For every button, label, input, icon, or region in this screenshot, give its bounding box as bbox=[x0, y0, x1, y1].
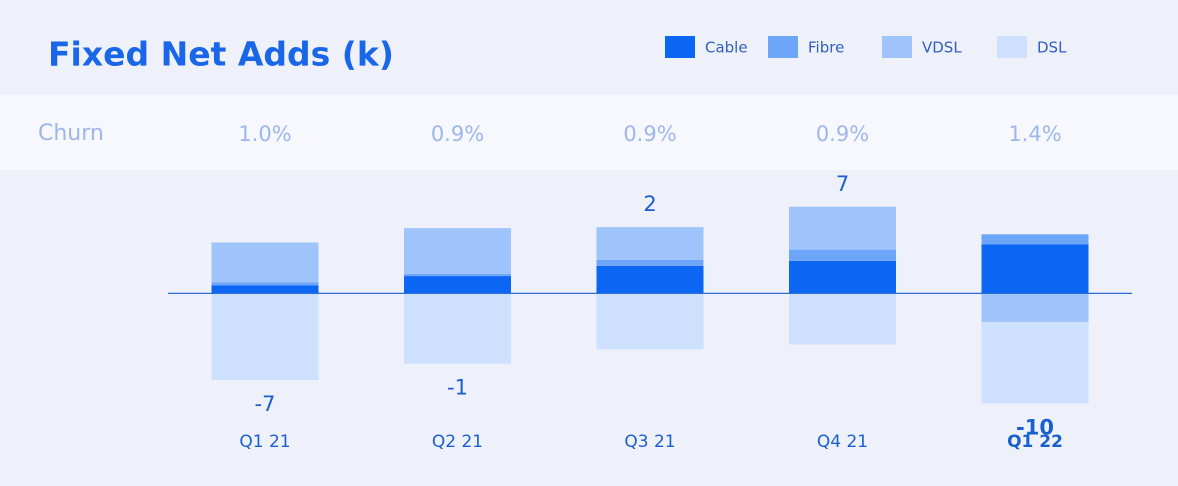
bar-segment bbox=[404, 274, 511, 277]
legend-swatch bbox=[882, 36, 912, 58]
bar-segment bbox=[404, 228, 511, 275]
bar-segment bbox=[789, 249, 896, 261]
x-tick-label: Q1 21 bbox=[239, 432, 290, 452]
bar-segment bbox=[211, 242, 319, 283]
bar-segment bbox=[789, 260, 896, 294]
bar-segment bbox=[789, 293, 896, 345]
total-label: -10 bbox=[1016, 415, 1054, 439]
bar-segment bbox=[211, 293, 319, 381]
bar-segment bbox=[404, 293, 511, 364]
legend-label: VDSL bbox=[922, 39, 962, 57]
x-tick-label: Q3 21 bbox=[624, 432, 675, 452]
bar-segment bbox=[211, 282, 319, 286]
bar-segment bbox=[981, 244, 1089, 294]
total-label: 7 bbox=[836, 172, 849, 196]
bar-segment bbox=[789, 206, 896, 250]
churn-value: 0.9% bbox=[623, 122, 676, 146]
total-label: -7 bbox=[255, 392, 276, 416]
chart-title: Fixed Net Adds (k) bbox=[48, 35, 394, 74]
bar-segment bbox=[404, 276, 511, 294]
legend-swatch bbox=[665, 36, 695, 58]
total-label: -1 bbox=[447, 376, 468, 400]
bar-segment bbox=[596, 293, 704, 350]
bar-segment bbox=[981, 234, 1089, 245]
churn-value: 0.9% bbox=[816, 122, 869, 146]
bar-segment bbox=[596, 265, 704, 294]
bar-segment bbox=[981, 293, 1089, 322]
x-tick-label: Q1 22 bbox=[1007, 432, 1063, 452]
churn-label: Churn bbox=[38, 121, 104, 146]
legend-label: DSL bbox=[1037, 39, 1067, 57]
churn-band bbox=[0, 95, 1178, 170]
bar-segment bbox=[211, 285, 319, 294]
legend-swatch bbox=[997, 36, 1027, 58]
x-tick-label: Q2 21 bbox=[432, 432, 483, 452]
legend-swatch bbox=[768, 36, 798, 58]
legend-label: Fibre bbox=[808, 39, 844, 57]
churn-value: 0.9% bbox=[431, 122, 484, 146]
bar-segment bbox=[596, 227, 704, 260]
churn-value: 1.0% bbox=[238, 122, 291, 146]
bar-segment bbox=[981, 321, 1089, 404]
legend-label: Cable bbox=[705, 39, 748, 57]
bar-segment bbox=[596, 259, 704, 266]
churn-value: 1.4% bbox=[1008, 122, 1061, 146]
x-tick-label: Q4 21 bbox=[817, 432, 868, 452]
total-label: 2 bbox=[643, 192, 656, 216]
